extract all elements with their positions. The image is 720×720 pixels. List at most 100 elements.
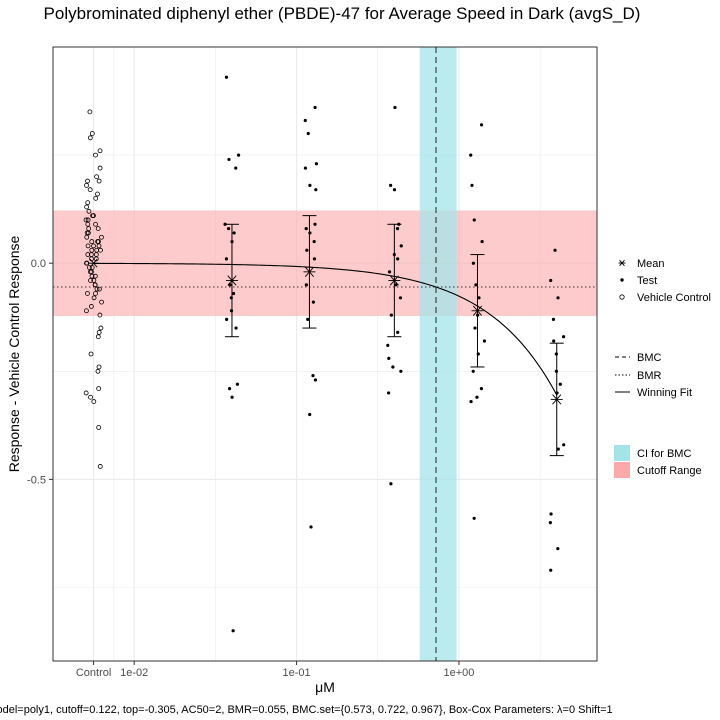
vehicle-control-point bbox=[89, 265, 95, 270]
vehicle-control-point bbox=[98, 325, 104, 331]
legend-label: CI for BMC bbox=[637, 448, 691, 460]
test-point bbox=[469, 153, 473, 157]
test-point bbox=[396, 330, 400, 334]
vehicle-control-point bbox=[91, 295, 97, 301]
mean-marker bbox=[88, 258, 99, 268]
test-point bbox=[562, 443, 566, 447]
test-point bbox=[308, 412, 312, 417]
vehicle-control-point bbox=[88, 351, 94, 357]
test-point bbox=[303, 118, 307, 123]
test-point bbox=[482, 339, 487, 343]
vehicle-control-point bbox=[90, 213, 96, 219]
test-point bbox=[549, 568, 553, 572]
x-tick-label: 1e+00 bbox=[444, 667, 475, 679]
vehicle-control-point bbox=[91, 243, 96, 249]
test-point bbox=[312, 239, 316, 244]
test-point bbox=[235, 382, 240, 386]
test-point bbox=[387, 391, 391, 395]
vehicle-control-point bbox=[96, 386, 102, 391]
grid-lines bbox=[53, 47, 597, 661]
vehicle-control-point bbox=[96, 425, 102, 430]
chart-caption: Model=poly1, cutoff=0.122, top=-0.305, A… bbox=[0, 704, 613, 716]
test-point bbox=[386, 343, 390, 347]
test-point bbox=[398, 296, 403, 300]
test-point bbox=[387, 270, 392, 274]
vehicle-control-point bbox=[85, 221, 91, 227]
test-point bbox=[231, 291, 236, 296]
test-point bbox=[399, 244, 403, 248]
test-point bbox=[306, 317, 310, 322]
vehicle-control-point bbox=[89, 273, 95, 279]
x-tick-label: 1e-02 bbox=[120, 667, 148, 679]
test-point bbox=[389, 183, 393, 187]
vehicle-control-point bbox=[83, 390, 89, 396]
legend-label: Mean bbox=[637, 258, 665, 270]
test-point bbox=[311, 374, 315, 378]
test-point bbox=[313, 105, 317, 110]
y-axis-title: Response - Vehicle Control Response bbox=[6, 235, 22, 472]
vehicle-control-point bbox=[92, 273, 98, 279]
vehicle-control-point bbox=[95, 226, 101, 232]
test-point bbox=[471, 369, 475, 373]
test-point bbox=[549, 512, 553, 516]
vehicle-control-point bbox=[84, 308, 89, 314]
y-tick-label: -0.5 bbox=[27, 474, 46, 486]
vehicle-control-point bbox=[96, 243, 102, 249]
test-point bbox=[469, 399, 473, 404]
vehicle-control-point bbox=[93, 195, 99, 201]
test-point bbox=[304, 227, 308, 231]
test-point bbox=[549, 278, 553, 283]
vehicle-control-point bbox=[92, 282, 98, 288]
vehicle-control-point bbox=[96, 329, 102, 335]
vehicle-control-point bbox=[91, 399, 97, 404]
test-point bbox=[393, 105, 397, 110]
vehicle-control-point bbox=[83, 217, 89, 223]
legend-key-fill bbox=[614, 462, 630, 478]
legend-key-fill bbox=[614, 445, 630, 461]
legend-key-vehicle-control bbox=[619, 294, 625, 300]
vehicle-control-point bbox=[84, 234, 90, 240]
vehicle-control-point bbox=[85, 252, 91, 257]
vehicle-control-point bbox=[89, 131, 95, 136]
vehicle-control-point bbox=[95, 368, 101, 374]
test-point bbox=[389, 482, 393, 486]
vehicle-control-point bbox=[86, 265, 92, 270]
vehicle-control-point bbox=[93, 291, 98, 296]
vehicle-control-point bbox=[93, 152, 98, 158]
vehicle-control-point bbox=[87, 109, 93, 115]
vehicle-control-point bbox=[97, 165, 103, 171]
vehicle-control-point bbox=[96, 286, 102, 292]
vehicle-control-point bbox=[97, 464, 103, 469]
test-point bbox=[551, 317, 556, 322]
mean-marker-stroke bbox=[89, 258, 98, 268]
test-point bbox=[314, 188, 318, 192]
reference-lines bbox=[53, 47, 597, 661]
test-point bbox=[480, 239, 484, 244]
vehicle-control-point bbox=[94, 286, 100, 292]
vehicle-control-point bbox=[95, 191, 100, 197]
test-point bbox=[392, 188, 397, 192]
vehicle-control-point bbox=[98, 247, 103, 253]
vehicle-control-point bbox=[99, 234, 104, 240]
mean-marker-stroke bbox=[304, 266, 314, 277]
y-tick-label: 0.0 bbox=[31, 258, 46, 270]
test-point bbox=[475, 395, 479, 399]
test-point bbox=[391, 365, 395, 369]
test-point bbox=[230, 395, 234, 399]
vehicle-control-point bbox=[96, 178, 102, 184]
test-point bbox=[224, 257, 229, 261]
test-point bbox=[224, 75, 229, 79]
test-point bbox=[548, 521, 552, 525]
test-point bbox=[471, 261, 476, 265]
vehicle-control-point bbox=[97, 312, 103, 318]
mean-marker bbox=[550, 394, 563, 405]
test-point bbox=[556, 296, 560, 300]
vehicle-control-point bbox=[93, 256, 99, 262]
test-point bbox=[304, 283, 308, 287]
vehicle-control-point bbox=[93, 221, 98, 227]
test-point bbox=[305, 248, 309, 252]
test-point bbox=[561, 335, 566, 339]
test-point bbox=[232, 231, 236, 235]
legend-key-test bbox=[620, 278, 624, 282]
